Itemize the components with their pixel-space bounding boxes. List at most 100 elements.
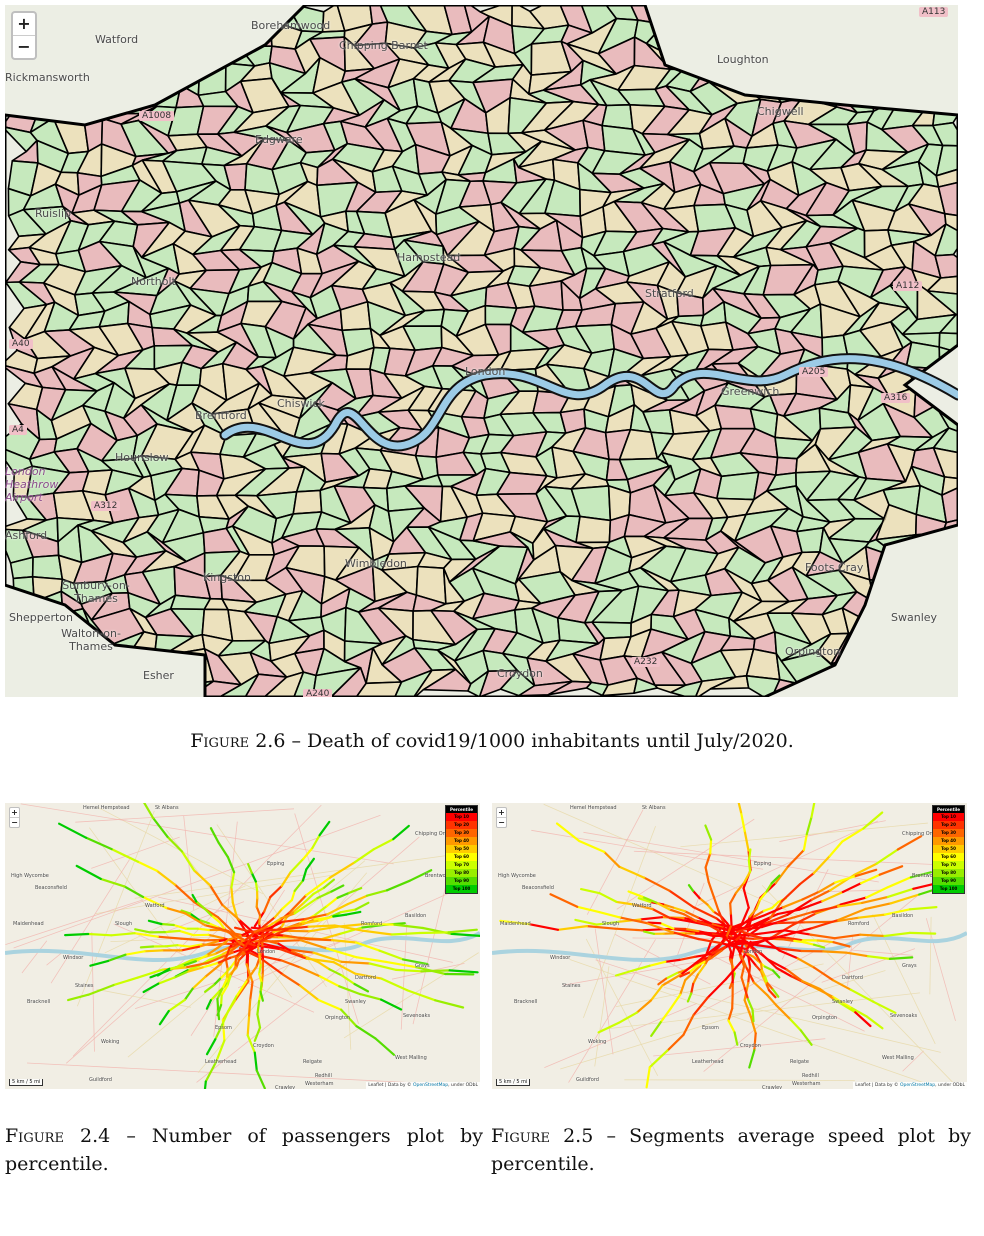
route-segment[interactable] — [756, 934, 786, 944]
route-segment[interactable] — [705, 939, 713, 956]
route-segment[interactable] — [748, 1049, 756, 1069]
route-segment[interactable] — [886, 876, 912, 889]
zoom-out-button[interactable]: − — [10, 817, 19, 827]
route-segment[interactable] — [259, 954, 283, 962]
route-segment[interactable] — [832, 941, 851, 948]
route-segment[interactable] — [772, 937, 785, 941]
osm-link[interactable]: OpenStreetMap — [412, 1083, 449, 1088]
route-segment[interactable] — [649, 984, 664, 1002]
route-segment[interactable] — [692, 905, 718, 920]
route-segment[interactable] — [549, 893, 579, 908]
ward-polygon[interactable] — [292, 489, 323, 515]
route-segment[interactable] — [725, 938, 734, 946]
route-segment[interactable] — [776, 921, 806, 925]
route-segment[interactable] — [290, 889, 296, 902]
route-segment[interactable] — [650, 1021, 662, 1037]
route-segment[interactable] — [766, 982, 775, 991]
route-segment[interactable] — [833, 998, 857, 1014]
route-segment[interactable] — [258, 932, 285, 937]
route-segment[interactable] — [615, 900, 635, 906]
route-segment[interactable] — [225, 942, 240, 946]
route-segment[interactable] — [854, 1011, 872, 1028]
route-segment[interactable] — [448, 969, 479, 974]
route-segment[interactable] — [647, 921, 662, 925]
route-segment[interactable] — [704, 852, 712, 869]
route-segment[interactable] — [555, 822, 581, 843]
route-segment[interactable] — [751, 1009, 755, 1023]
route-segment[interactable] — [766, 993, 778, 1007]
route-segment[interactable] — [332, 913, 348, 918]
route-segment[interactable] — [307, 924, 336, 928]
ward-polygon[interactable] — [926, 290, 958, 316]
route-segment[interactable] — [336, 891, 351, 899]
route-segment[interactable] — [221, 977, 228, 990]
route-segment[interactable] — [216, 1003, 223, 1017]
route-segment[interactable] — [180, 945, 201, 952]
route-segment[interactable] — [872, 1000, 897, 1014]
route-segment[interactable] — [234, 947, 245, 958]
route-segment[interactable] — [762, 938, 781, 952]
route-segment[interactable] — [289, 857, 305, 874]
route-segment[interactable] — [758, 890, 768, 901]
route-segment[interactable] — [859, 933, 886, 938]
route-segment[interactable] — [243, 944, 261, 955]
route-segment[interactable] — [760, 969, 767, 979]
route-segment[interactable] — [810, 889, 832, 901]
route-segment[interactable] — [692, 996, 709, 1017]
route-segment[interactable] — [204, 963, 222, 979]
route-segment[interactable] — [712, 895, 720, 912]
route-segment[interactable] — [209, 827, 220, 844]
route-segment[interactable] — [765, 882, 773, 893]
route-segment[interactable] — [158, 1009, 170, 1026]
route-segment[interactable] — [786, 898, 813, 916]
route-segment[interactable] — [236, 939, 247, 948]
route-segment[interactable] — [672, 906, 686, 913]
route-segment[interactable] — [259, 933, 277, 943]
route-segment[interactable] — [597, 1021, 620, 1034]
route-segment[interactable] — [692, 973, 699, 985]
route-segment[interactable] — [318, 915, 335, 922]
route-segment[interactable] — [364, 922, 396, 926]
route-segment[interactable] — [277, 942, 293, 953]
route-segment[interactable] — [245, 965, 258, 983]
route-segment[interactable] — [302, 846, 314, 861]
route-segment[interactable] — [780, 883, 801, 903]
route-segment[interactable] — [368, 962, 398, 971]
route-segment[interactable] — [235, 980, 248, 998]
route-segment[interactable] — [320, 932, 343, 941]
route-segment[interactable] — [690, 982, 695, 995]
route-segment[interactable] — [752, 948, 759, 958]
osm-link[interactable]: OpenStreetMap — [899, 1083, 936, 1088]
route-segment[interactable] — [325, 896, 339, 908]
route-segment[interactable] — [155, 869, 176, 886]
route-segment[interactable] — [447, 928, 478, 934]
route-segment[interactable] — [729, 902, 732, 915]
route-segment[interactable] — [864, 902, 892, 911]
route-segment[interactable] — [107, 953, 127, 962]
route-segment[interactable] — [645, 1066, 651, 1089]
route-segment[interactable] — [662, 903, 675, 909]
route-segment[interactable] — [627, 890, 644, 898]
route-segment[interactable] — [185, 966, 204, 974]
route-segment[interactable] — [725, 923, 733, 937]
route-segment[interactable] — [883, 931, 911, 938]
route-segment[interactable] — [184, 961, 209, 969]
route-segment[interactable] — [267, 917, 283, 928]
route-segment[interactable] — [231, 901, 239, 919]
route-segment[interactable] — [340, 960, 371, 965]
route-segment[interactable] — [305, 876, 331, 897]
route-segment[interactable] — [301, 919, 321, 925]
route-segment[interactable] — [255, 1069, 266, 1089]
route-segment[interactable] — [753, 1032, 757, 1052]
ward-polygon[interactable] — [944, 212, 958, 237]
route-segment[interactable] — [676, 969, 687, 975]
route-segment[interactable] — [168, 964, 185, 970]
route-segment[interactable] — [288, 922, 304, 929]
route-segment[interactable] — [655, 901, 671, 911]
route-segment[interactable] — [255, 905, 262, 917]
route-segment[interactable] — [299, 939, 329, 950]
route-segment[interactable] — [837, 907, 867, 922]
ward-polygon[interactable] — [391, 669, 433, 697]
route-segment[interactable] — [393, 923, 424, 930]
ward-polygon[interactable] — [716, 471, 760, 501]
